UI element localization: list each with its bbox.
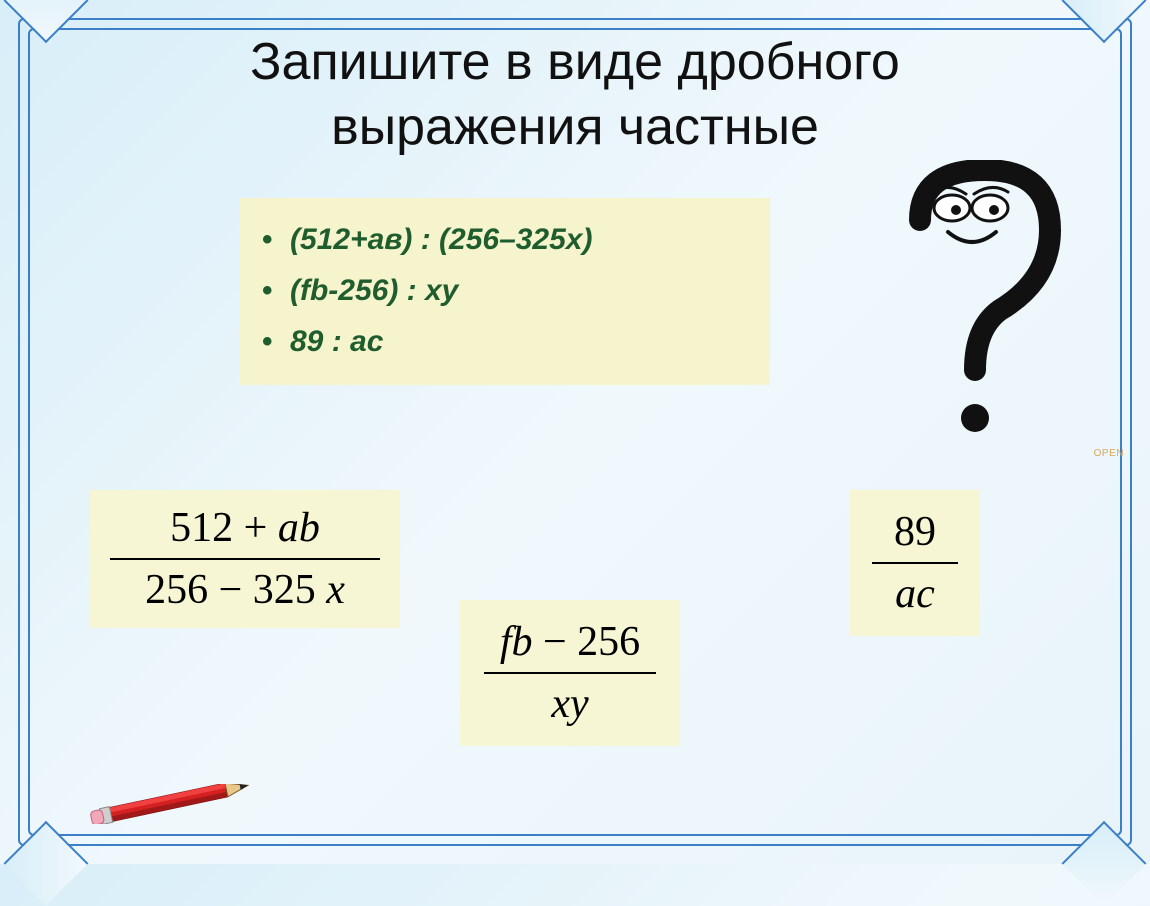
bullet-item: 89 : ас [262,316,748,367]
fraction-bar [484,672,656,674]
slide-title: Запишите в виде дробного выражения частн… [0,30,1150,160]
watermark: OPEN [1094,448,1124,459]
fraction-numerator: 512 + ab [162,502,328,554]
bullet-item: (fb-256) : ху [262,265,748,316]
bullet-item: (512+ав) : (256–325х) [262,214,748,265]
fraction-3: 89 ac [850,490,980,636]
pencil-icon [80,784,250,824]
fraction-bar [872,562,958,564]
fraction-denominator: 256 − 325 x [137,564,353,616]
fraction-1: 512 + ab 256 − 325 x [90,490,400,628]
title-line-2: выражения частные [331,98,819,156]
fraction-denominator: ac [887,568,943,620]
fraction-bar [110,558,380,560]
question-mark-face-icon [880,160,1090,440]
bullet-list-box: (512+ав) : (256–325х) (fb-256) : ху 89 :… [240,198,770,385]
fraction-2: fb − 256 xy [460,600,680,746]
title-line-1: Запишите в виде дробного [250,33,900,91]
fraction-denominator: xy [543,678,596,730]
fraction-numerator: 89 [886,506,944,558]
fraction-numerator: fb − 256 [492,616,648,668]
